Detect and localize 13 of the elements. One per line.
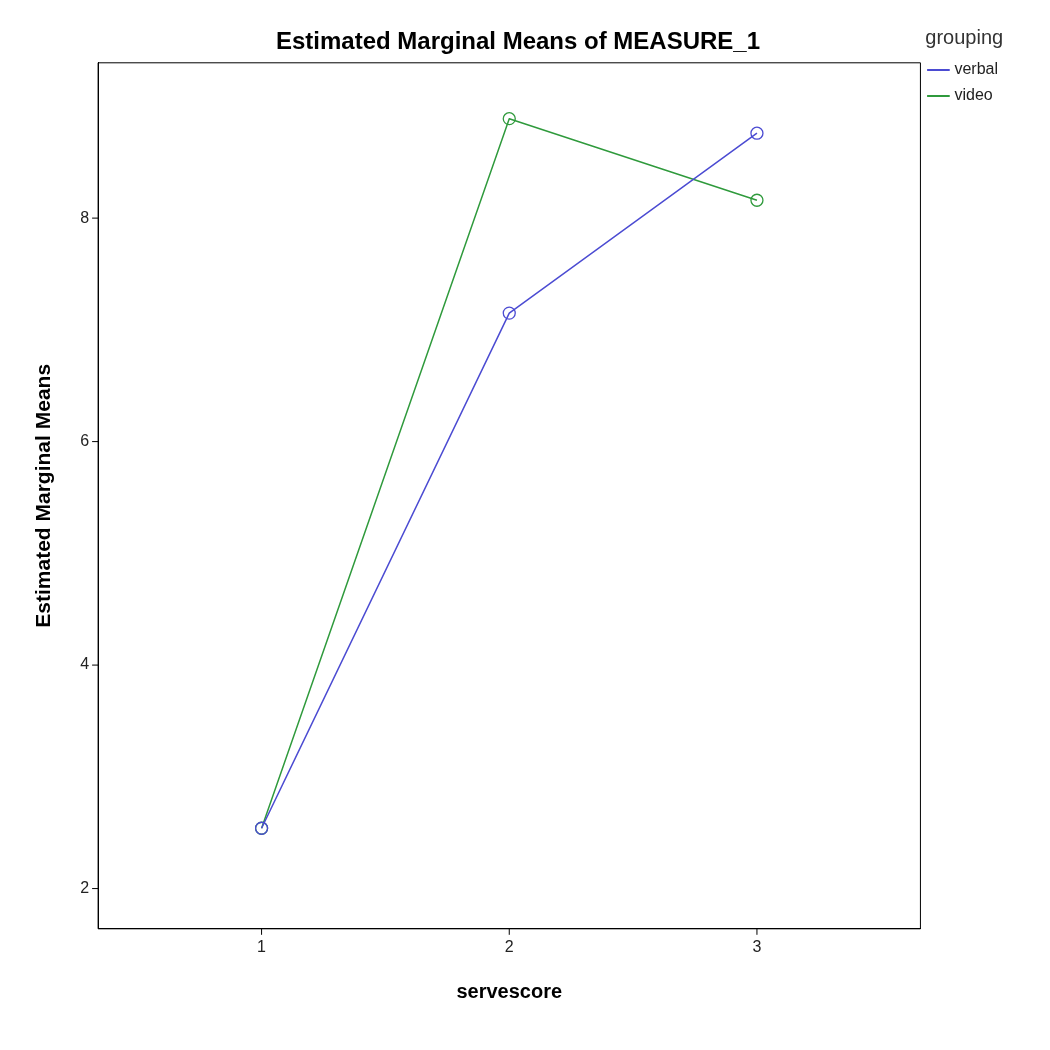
- x-axis-title: servescore: [456, 979, 563, 1002]
- legend-label: video: [954, 86, 993, 104]
- x-tick-label: 3: [752, 937, 762, 955]
- y-tick-label: 2: [80, 878, 90, 896]
- y-tick-label: 6: [80, 432, 90, 450]
- x-tick-label: 2: [504, 937, 514, 955]
- y-tick-label: 4: [80, 655, 90, 673]
- legend-label: verbal: [954, 60, 998, 78]
- legend-title: grouping: [925, 25, 1004, 48]
- chart-title: Estimated Marginal Means of MEASURE_1: [275, 27, 761, 55]
- y-tick-label: 8: [80, 208, 90, 226]
- x-tick-label: 1: [257, 937, 267, 955]
- y-axis-title: Estimated Marginal Means: [31, 363, 55, 628]
